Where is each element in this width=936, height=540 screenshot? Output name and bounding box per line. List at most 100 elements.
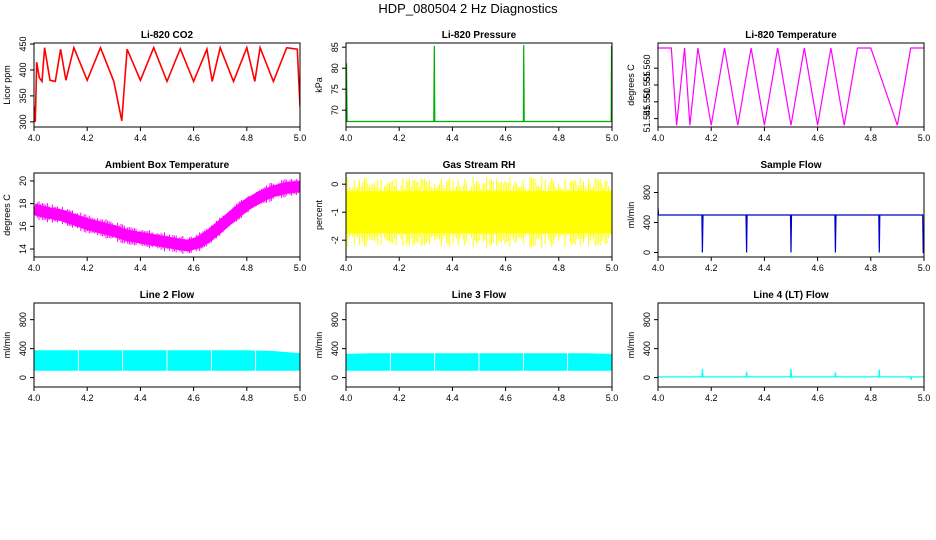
x-tick-label: 5.0 (918, 263, 931, 273)
y-tick-label: 51.560 (642, 54, 652, 82)
panel-title: Li-820 Pressure (442, 30, 517, 41)
y-axis-label: ml/min (626, 202, 636, 229)
panel-title: Line 2 Flow (140, 290, 195, 301)
x-tick-label: 4.8 (241, 393, 254, 403)
x-tick-label: 4.0 (28, 393, 41, 403)
x-tick-label: 5.0 (294, 133, 307, 143)
x-tick-label: 4.0 (652, 263, 665, 273)
x-tick-label: 4.4 (134, 133, 147, 143)
x-tick-label: 4.2 (81, 263, 94, 273)
y-tick-label: 14 (18, 244, 28, 254)
plot-area (34, 178, 300, 254)
x-tick-label: 4.8 (865, 393, 878, 403)
panel-title: Ambient Box Temperature (105, 160, 230, 171)
x-tick-label: 5.0 (606, 133, 619, 143)
y-tick-label: 800 (642, 312, 652, 327)
y-axis-label: ml/min (626, 332, 636, 359)
x-tick-label: 4.8 (241, 133, 254, 143)
x-tick-label: 4.6 (811, 263, 824, 273)
y-tick-label: 51.555 (642, 71, 652, 99)
y-tick-label: 400 (18, 341, 28, 356)
data-line (658, 368, 924, 380)
x-tick-label: 4.6 (187, 393, 200, 403)
panel-7: Line 2 Flow ml/min 4.0 4.2 4.4 4.6 4.8 5.0 0 400 8… (2, 290, 306, 403)
x-tick-label: 4.0 (28, 133, 41, 143)
data-line (658, 47, 924, 126)
y-axis-label: degrees C (626, 64, 636, 106)
plot-frame (33, 302, 301, 388)
data-line (658, 207, 924, 254)
x-tick-label: 4.4 (134, 263, 147, 273)
plot-frame (33, 172, 301, 258)
x-tick-label: 4.4 (758, 393, 771, 403)
panel-8: Line 3 Flow ml/min 4.0 4.2 4.4 4.6 4.8 5.0 0 400 8… (314, 290, 618, 403)
x-tick-label: 4.0 (652, 133, 665, 143)
y-axis-label: ml/min (2, 332, 12, 359)
x-tick-label: 4.6 (811, 393, 824, 403)
y-tick-label: 350 (18, 88, 28, 103)
plot-area (658, 368, 924, 380)
plot-frame (345, 302, 613, 388)
y-tick-label: 80 (330, 63, 340, 73)
y-tick-label: 18 (18, 199, 28, 209)
y-axis-label: kPa (314, 77, 324, 93)
y-axis-label: ml/min (314, 332, 324, 359)
plot-area (346, 352, 612, 373)
x-tick-label: 5.0 (294, 393, 307, 403)
x-tick-label: 4.2 (393, 263, 406, 273)
x-tick-label: 4.2 (81, 393, 94, 403)
plot-frame (657, 302, 925, 388)
y-tick-label: 800 (18, 312, 28, 327)
plot-frame (345, 172, 613, 258)
y-axis-label: degrees C (2, 194, 12, 236)
y-tick-label: 0 (642, 250, 652, 255)
x-tick-label: 4.4 (134, 393, 147, 403)
y-tick-label: 16 (18, 221, 28, 231)
y-tick-label: 400 (18, 62, 28, 77)
panel-title: Gas Stream RH (443, 160, 516, 171)
panel-title: Li-820 Temperature (745, 30, 837, 41)
panel-title: Line 4 (LT) Flow (753, 290, 829, 301)
x-tick-label: 4.4 (758, 263, 771, 273)
y-tick-label: 800 (642, 185, 652, 200)
x-tick-label: 4.4 (758, 133, 771, 143)
x-tick-label: 5.0 (294, 263, 307, 273)
y-tick-label: 0 (330, 182, 340, 187)
x-tick-label: 5.0 (918, 133, 931, 143)
x-tick-label: 5.0 (918, 393, 931, 403)
x-tick-label: 4.2 (393, 393, 406, 403)
x-tick-label: 4.6 (187, 133, 200, 143)
plot-frame (345, 42, 613, 128)
x-tick-label: 4.6 (499, 263, 512, 273)
y-tick-label: 20 (18, 176, 28, 186)
plot-area (658, 207, 924, 254)
y-tick-label: 800 (330, 312, 340, 327)
y-axis-label: Licor ppm (2, 65, 12, 105)
x-tick-label: 4.6 (499, 133, 512, 143)
x-tick-label: 4.2 (393, 133, 406, 143)
plot-frame (33, 42, 301, 128)
x-tick-label: 4.4 (446, 263, 459, 273)
y-tick-label: 51.545 (642, 105, 652, 133)
x-tick-label: 4.8 (553, 393, 566, 403)
page-title: HDP_080504 2 Hz Diagnostics (378, 1, 558, 16)
panel-1: Li-820 CO2 Licor ppm 4.0 4.2 4.4 4.6 4.8 5.0 300… (2, 30, 306, 143)
x-tick-label: 4.0 (28, 263, 41, 273)
x-tick-label: 4.2 (705, 263, 718, 273)
y-tick-label: 70 (330, 105, 340, 115)
y-tick-label: -2 (330, 236, 340, 244)
y-tick-label: 450 (18, 37, 28, 52)
x-tick-label: 4.2 (705, 133, 718, 143)
y-tick-label: 0 (642, 375, 652, 380)
panel-title: Li-820 CO2 (141, 30, 194, 41)
x-tick-label: 4.6 (499, 393, 512, 403)
panel-9: Line 4 (LT) Flow ml/min 4.0 4.2 4.4 4.6 4.8 5.0… (626, 290, 930, 403)
panel-2: Li-820 Pressure kPa 4.0 4.2 4.4 4.6 4.8 5.0 70 75… (314, 30, 618, 143)
x-tick-label: 4.8 (553, 263, 566, 273)
plot-area (658, 47, 924, 126)
x-tick-label: 4.0 (340, 263, 353, 273)
y-tick-label: 400 (642, 215, 652, 230)
y-tick-label: 0 (330, 375, 340, 380)
x-tick-label: 4.2 (705, 393, 718, 403)
